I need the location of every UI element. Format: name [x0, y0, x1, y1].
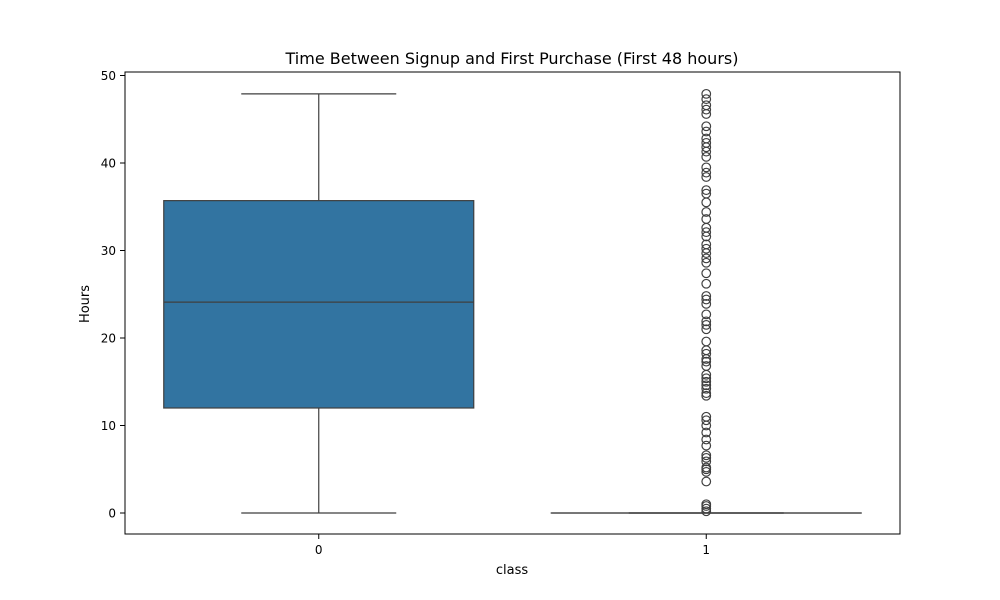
- outlier-point: [701, 456, 712, 467]
- outlier-point: [701, 243, 712, 254]
- outlier-point: [701, 319, 712, 330]
- outlier-point: [701, 197, 712, 208]
- outlier-point: [701, 185, 712, 196]
- outlier-point: [701, 316, 712, 327]
- outlier-point: [701, 434, 712, 445]
- outlier-point: [701, 172, 712, 182]
- outlier-point: [701, 121, 712, 132]
- outlier-point: [701, 298, 712, 309]
- outlier-point: [701, 415, 712, 426]
- outlier-point: [701, 278, 712, 289]
- outlier-point: [701, 94, 712, 105]
- outlier-point: [701, 361, 712, 371]
- x-tick-label: 1: [702, 543, 710, 557]
- box-iqr: [163, 200, 475, 409]
- outlier-point: [701, 188, 712, 199]
- outlier-point: [701, 207, 712, 217]
- outlier-point: [701, 383, 712, 394]
- outlier-point: [701, 291, 712, 301]
- outlier-point: [701, 167, 712, 178]
- outlier-point: [701, 356, 712, 367]
- outlier-point: [701, 151, 712, 162]
- outlier-point: [701, 268, 712, 279]
- outlier-point: [701, 239, 712, 250]
- outlier-point: [701, 462, 712, 473]
- outlier-point: [701, 348, 712, 359]
- outlier-point: [701, 506, 712, 517]
- y-axis-label: Hours: [78, 285, 93, 323]
- x-tick-label: 0: [315, 543, 323, 557]
- x-axis-label: class: [496, 563, 528, 578]
- outlier-point: [701, 294, 712, 305]
- outlier-point: [701, 476, 712, 487]
- outlier-point: [701, 411, 712, 422]
- outlier-point: [701, 257, 712, 268]
- outlier-point: [701, 324, 712, 335]
- y-tick-label: 10: [101, 419, 116, 433]
- outlier-point: [701, 388, 712, 399]
- y-tick-label: 30: [101, 244, 116, 258]
- outlier-point: [701, 373, 712, 384]
- outlier-point: [701, 390, 712, 401]
- outlier-point: [701, 440, 712, 451]
- outlier-point: [701, 227, 712, 238]
- outlier-point: [701, 88, 712, 99]
- plot-area: 0 10 20 30 40 50 0 1: [101, 69, 862, 557]
- y-tick-label: 0: [108, 507, 116, 521]
- outlier-point: [701, 450, 712, 461]
- outlier-point: [701, 427, 712, 438]
- plot-frame: [124, 71, 901, 535]
- outlier-point: [701, 126, 712, 137]
- outlier-point: [701, 162, 712, 173]
- outlier-point: [701, 380, 712, 391]
- outlier-point: [701, 503, 712, 514]
- outlier-point: [701, 214, 712, 224]
- chart-title: Time Between Signup and First Purchase (…: [285, 49, 739, 68]
- y-tick-label: 20: [101, 332, 116, 346]
- y-tick-label: 50: [101, 69, 116, 83]
- outlier-point: [701, 104, 712, 115]
- y-tick-label: 40: [101, 157, 116, 171]
- outlier-point: [701, 376, 712, 387]
- outlier-point: [701, 309, 712, 320]
- outlier-point: [701, 253, 712, 264]
- outlier-point: [701, 100, 712, 111]
- outlier-point: [701, 336, 712, 347]
- outlier-point: [701, 466, 712, 477]
- outlier-point: [701, 452, 712, 463]
- outlier-point: [701, 137, 712, 148]
- outlier-point: [701, 499, 712, 510]
- outlier-point: [701, 133, 712, 144]
